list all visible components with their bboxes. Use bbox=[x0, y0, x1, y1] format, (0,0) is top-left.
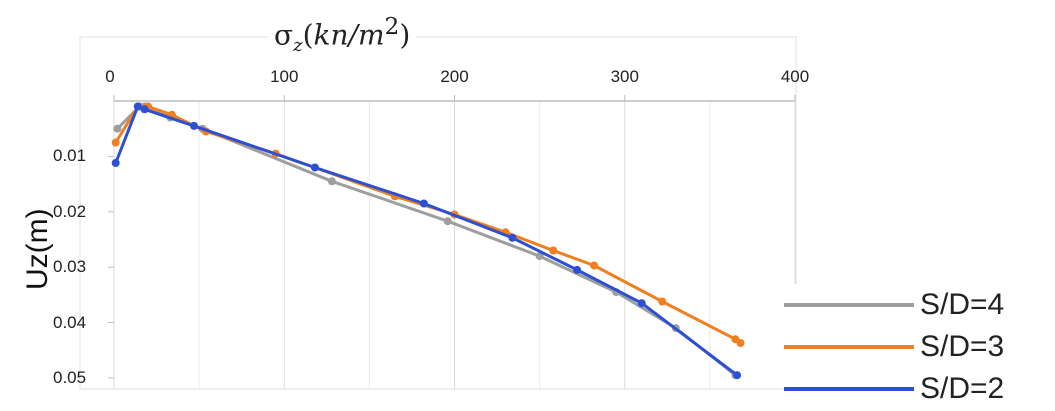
series-1-point-11 bbox=[658, 297, 667, 306]
legend-item-1: S/D=3 bbox=[784, 326, 1055, 368]
y-tick-label-0: 0.01 bbox=[53, 146, 87, 166]
chart-title: σz(kn/m2) bbox=[268, 12, 417, 56]
legend-label-0: S/D=4 bbox=[920, 288, 1005, 321]
series-2-point-3 bbox=[190, 121, 198, 130]
legend-swatch-2 bbox=[784, 387, 914, 391]
series-0-point-7 bbox=[535, 252, 544, 261]
x-tick-label-0: 0 bbox=[105, 67, 115, 86]
y-tick-label-4: 0.05 bbox=[53, 367, 87, 387]
y-tick-label-1: 0.02 bbox=[53, 201, 87, 221]
series-2-point-0 bbox=[111, 159, 120, 167]
series-0-point-5 bbox=[327, 177, 336, 186]
series-2-point-4 bbox=[310, 163, 319, 172]
series-line-0 bbox=[116, 105, 737, 377]
series-0-point-6 bbox=[443, 217, 452, 226]
series-2-point-2 bbox=[140, 105, 149, 114]
legend-label-1: S/D=3 bbox=[920, 330, 1005, 363]
y-tick-label-3: 0.04 bbox=[53, 312, 87, 332]
plot-frame bbox=[79, 36, 797, 390]
series-2-point-1 bbox=[133, 102, 142, 111]
legend-swatch-1 bbox=[784, 345, 914, 349]
legend-swatch-0 bbox=[784, 303, 914, 307]
series-1-point-0 bbox=[111, 138, 120, 147]
x-tick-label-4: 400 bbox=[780, 67, 810, 86]
series-2-point-8 bbox=[637, 299, 646, 308]
y-tick-label-2: 0.03 bbox=[53, 257, 87, 277]
series-2-point-9 bbox=[733, 371, 742, 380]
legend-item-2: S/D=2 bbox=[784, 368, 1055, 410]
legend-item-0: S/D=4 bbox=[784, 284, 1055, 326]
legend: S/D=4 S/D=3 S/D=2 bbox=[784, 284, 1055, 410]
series-0-point-0 bbox=[113, 124, 122, 133]
series-2-point-5 bbox=[419, 199, 428, 208]
series-1-point-10 bbox=[590, 261, 599, 270]
legend-label-2: S/D=2 bbox=[920, 372, 1005, 405]
y-axis-label: Uz(m) bbox=[21, 208, 54, 290]
series-2-point-6 bbox=[508, 233, 517, 242]
series-line-2 bbox=[114, 105, 739, 377]
x-tick-label-3: 300 bbox=[610, 67, 639, 86]
series-1-point-9 bbox=[549, 246, 558, 255]
series-1-point-13 bbox=[736, 339, 745, 347]
series-2-point-7 bbox=[573, 265, 582, 274]
x-tick-label-2: 200 bbox=[440, 67, 469, 86]
x-tick-label-1: 100 bbox=[270, 67, 299, 86]
